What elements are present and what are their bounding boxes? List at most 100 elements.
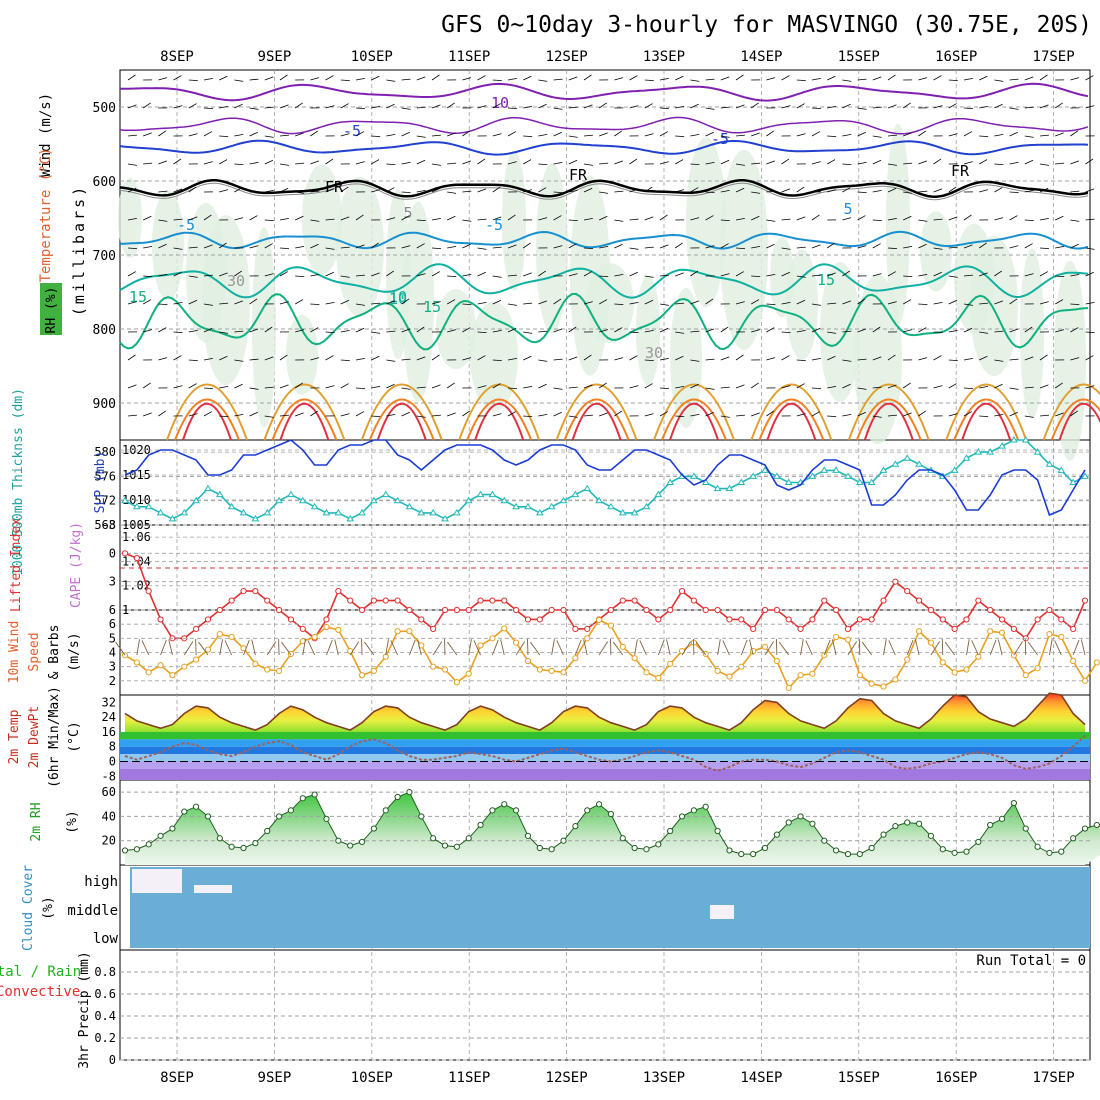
upper-wind-barb [188,413,198,417]
upper-wind-barb [1009,78,1019,81]
upper-wind-barb [173,271,182,277]
rh-shade [1054,260,1086,461]
thickness-point [844,472,852,479]
wind10-barb [574,639,582,656]
temp-band [120,746,1090,755]
upper-wind-barb [1009,215,1018,221]
lifted-index-point [572,625,579,632]
lifted-index-point [501,597,508,604]
lifted-index-point [430,625,437,632]
rh2m-point [785,819,792,826]
upper-wind-barb [234,79,244,82]
upper-wind-barb [1070,219,1080,222]
upper-wind-barb [948,329,958,333]
contour-label: FR [325,178,344,196]
upper-wind-barb [340,103,349,109]
upper-wind-barb [386,163,396,165]
upper-wind-barb [842,187,851,193]
wind-speed-point [323,623,330,631]
upper-wind-barb [735,247,746,249]
upper-wind-barb [553,191,563,193]
upper-wind-barb [371,272,380,277]
thickness-point [204,484,212,492]
upper-wind-barb [614,303,624,305]
ylabel-temp2m-1: 2m DewPt [27,706,42,769]
upper-wind-barb [219,159,228,165]
wind10-barb [847,641,857,656]
upper-wind-barb [447,191,457,194]
upper-wind-barb [447,215,456,221]
upper-wind-barb [477,247,487,250]
rh2m-point [216,835,223,842]
contour-minus-10b [119,116,1089,135]
upper-wind-barb [386,270,395,277]
rh2m-point [1034,843,1041,850]
upper-wind-barb [416,243,425,249]
thickness-point [298,496,307,504]
upper-wind-barb [827,105,837,109]
rh2m-point [987,821,994,829]
upper-wind-barb [523,302,533,305]
wind-speed-point [1034,664,1041,672]
upper-wind-barb [355,244,365,249]
contour-label: -5 [485,216,503,234]
upper-wind-barb [355,327,365,333]
wind-speed-point [761,643,769,650]
lifted-index-point [963,616,970,623]
upper-wind-barb [158,303,168,305]
upper-wind-barb [659,77,669,81]
lifted-index-point [145,588,152,595]
wind10-barb [997,639,1003,656]
upper-wind-barb [751,162,761,165]
upper-wind-barb [644,299,654,305]
upper-wind-barb [735,354,744,361]
upper-wind-barb [310,327,319,333]
thickness-point [986,448,995,455]
upper-wind-barb [447,412,456,417]
upper-wind-barb [553,411,562,417]
upper-wind-barb [933,188,943,193]
upper-wind-barb [751,299,760,305]
wind-speed-point [844,636,852,643]
wind-speed-point [501,625,508,632]
rh2m-point [880,831,887,838]
upper-wind-barb [371,385,381,389]
thickness-point [334,508,343,516]
thickness-point [358,508,366,516]
upper-wind-barb [325,158,334,165]
upper-wind-barb [903,299,912,305]
lifted-index-point [1081,597,1089,604]
upper-wind-barb [599,215,608,221]
upper-wind-barb [781,247,791,250]
temp2m-line [124,692,1086,731]
upper-wind-barb [431,163,441,166]
ytick-precip: 0 [109,1053,116,1067]
upper-wind-barb [325,301,335,305]
upper-wind-barb [1024,415,1034,418]
upper-wind-barb [887,187,897,193]
upper-wind-barb [310,243,319,249]
upper-wind-barb [614,273,624,277]
upper-wind-barb [401,411,410,417]
upper-wind-barb [948,79,958,81]
rh2m-point [157,832,164,839]
upper-wind-barb [219,302,229,305]
upper-wind-barb [614,357,624,361]
day-label-top: 12SEP [546,49,588,65]
upper-wind-barb [203,357,213,361]
upper-wind-barb [629,301,639,305]
upper-wind-barb [1085,247,1095,250]
ylabel-temp2m-0: 2m Temp [7,709,22,764]
upper-wind-barb [507,357,517,361]
thickness-point [1069,478,1078,485]
wind-speed-point [584,635,591,642]
wind-speed-point [750,647,757,655]
day-label-top: 8SEP [160,49,194,65]
upper-wind-barb [583,104,593,109]
upper-wind-barb [781,188,791,193]
upper-wind-barb [203,303,213,306]
dewpt2m-line [124,734,1086,772]
upper-wind-barb [158,190,168,193]
upper-wind-barb [1085,218,1095,221]
wind-speed-point [821,652,828,659]
